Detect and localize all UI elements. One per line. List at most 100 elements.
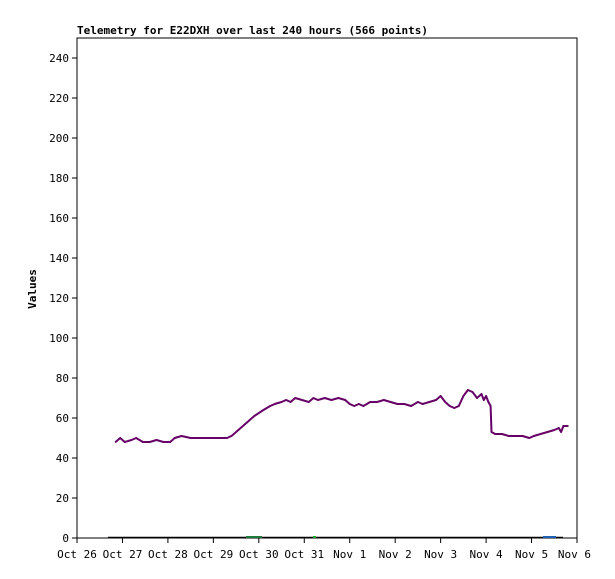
data-point	[485, 395, 487, 397]
series-group	[114, 389, 569, 443]
data-point	[285, 399, 287, 401]
data-point	[130, 439, 133, 441]
y-tick-label: 100	[49, 332, 69, 345]
data-point	[253, 415, 256, 417]
y-tick-label: 140	[49, 252, 69, 265]
y-tick-label: 220	[49, 92, 69, 105]
data-point	[173, 437, 176, 439]
y-axis-label-group: Values	[26, 269, 39, 309]
data-point	[189, 437, 192, 439]
data-point	[462, 395, 465, 397]
data-point	[135, 437, 138, 439]
data-point	[376, 401, 378, 403]
x-tick-label: Oct 26	[57, 548, 97, 561]
data-point	[230, 435, 233, 437]
data-point	[369, 401, 372, 403]
data-point	[217, 437, 219, 439]
data-point	[539, 433, 542, 435]
data-point	[301, 399, 303, 401]
data-point	[317, 399, 319, 401]
data-point	[489, 405, 492, 407]
baseline-markers	[108, 536, 563, 539]
data-point	[528, 437, 531, 439]
data-point	[273, 403, 276, 405]
x-tick-label: Oct 29	[193, 548, 233, 561]
data-point	[323, 397, 326, 399]
data-point	[357, 403, 360, 405]
data-point	[344, 399, 347, 401]
data-point	[514, 435, 517, 437]
data-point	[562, 425, 565, 427]
data-point	[490, 431, 493, 433]
x-tick-label: Nov 5	[515, 548, 548, 561]
data-point	[560, 431, 562, 433]
data-point	[353, 405, 356, 407]
data-point	[289, 401, 292, 403]
data-point	[507, 435, 510, 437]
data-point	[532, 435, 535, 437]
data-point	[453, 407, 456, 409]
data-point	[330, 399, 333, 401]
data-point	[244, 423, 247, 425]
data-point	[382, 399, 385, 401]
data-point	[546, 431, 549, 433]
data-point	[280, 401, 283, 403]
data-point	[421, 403, 424, 405]
data-point	[198, 437, 201, 439]
data-point	[396, 403, 399, 405]
data-point	[471, 391, 474, 393]
y-axis-label: Values	[26, 269, 39, 309]
y-tick-label: 160	[49, 212, 69, 225]
y-tick-label: 200	[49, 132, 69, 145]
data-point	[142, 441, 144, 443]
data-point	[417, 401, 419, 403]
data-point	[567, 425, 569, 427]
y-ticks: 0 20 40 60 80 100 120 140 160 180 200 220 240	[49, 52, 77, 545]
data-point	[521, 435, 524, 437]
x-tick-label: Nov 1	[333, 548, 366, 561]
data-point	[262, 409, 265, 411]
y-tick-label: 180	[49, 172, 69, 185]
data-point	[123, 441, 126, 443]
data-point	[428, 401, 431, 403]
x-tick-label: Oct 31	[284, 548, 324, 561]
data-point	[180, 435, 183, 437]
data-point	[480, 393, 483, 395]
x-tick-label: Nov 2	[379, 548, 412, 561]
data-point	[226, 437, 228, 439]
x-tick-label: Oct 28	[148, 548, 188, 561]
data-point	[312, 397, 315, 399]
y-tick-label: 80	[56, 372, 69, 385]
data-point	[557, 427, 560, 429]
data-point	[155, 439, 158, 441]
x-tick-label: Nov 4	[470, 548, 503, 561]
y-tick-label: 0	[62, 532, 69, 545]
data-point	[403, 403, 406, 405]
data-point	[269, 405, 272, 407]
x-tick-label: Nov 3	[424, 548, 457, 561]
data-point	[162, 441, 165, 443]
data-point	[410, 405, 412, 407]
x-tick-label: Nov 6	[558, 548, 591, 561]
data-point	[169, 441, 172, 443]
data-point	[235, 431, 238, 433]
data-point	[207, 437, 210, 439]
y-tick-label: 120	[49, 292, 69, 305]
data-point	[294, 397, 297, 399]
data-point	[444, 401, 447, 403]
data-point	[435, 399, 437, 401]
data-point	[553, 429, 556, 431]
data-point	[482, 399, 485, 401]
y-tick-label: 20	[56, 492, 69, 505]
data-point	[337, 397, 340, 399]
data-point	[362, 405, 365, 407]
y-tick-label: 240	[49, 52, 69, 65]
data-point	[439, 395, 442, 397]
data-point	[487, 401, 490, 403]
data-point	[501, 433, 503, 435]
x-ticks: Oct 26 Oct 27 Oct 28 Oct 29 Oct 30 Oct 31 Nov …	[57, 538, 591, 561]
data-point	[494, 433, 497, 435]
chart-title: Telemetry for E22DXH over last 240 hours…	[77, 24, 428, 37]
data-point	[348, 403, 351, 405]
